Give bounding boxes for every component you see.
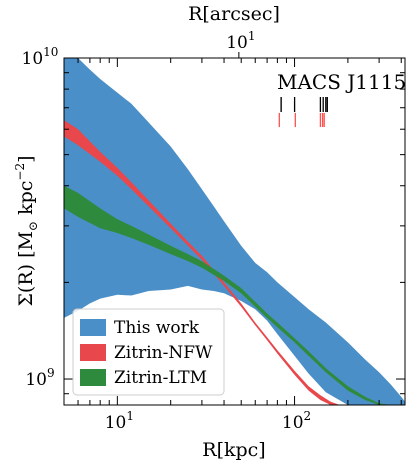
x2-tick-label: 101 — [226, 29, 255, 53]
series-band-0 — [64, 58, 405, 405]
legend-swatch-1 — [80, 344, 106, 361]
plot-frame — [63, 57, 406, 406]
legend: This work Zitrin-NFW Zitrin-LTM — [72, 308, 225, 396]
x-axis-label: R[kpc] — [202, 439, 265, 461]
y-tick-label: 109 — [25, 366, 54, 390]
legend-swatch-2 — [80, 369, 106, 386]
axis-ticks — [63, 52, 405, 405]
legend-swatch-0 — [80, 319, 106, 336]
x2-axis-label: R[arcsec] — [188, 3, 280, 25]
x-tick-label: 102 — [282, 409, 311, 433]
image-position-markers — [278, 97, 328, 127]
series-band-1 — [64, 120, 340, 405]
legend-box — [72, 308, 225, 396]
legend-label-1: Zitrin-NFW — [114, 343, 213, 363]
legend-label-0: This work — [114, 318, 200, 338]
legend-label-2: Zitrin-LTM — [114, 368, 207, 388]
y-tick-label: 1010 — [22, 45, 59, 69]
cluster-annotation: MACS J1115 — [277, 70, 406, 94]
y-axis-label: Σ(R) [M⊙ kpc−2] — [13, 155, 40, 306]
series-band-2 — [64, 185, 391, 405]
axis-tick-labels: 101 102 101 109 1010 — [22, 29, 312, 433]
x-tick-label: 101 — [105, 409, 134, 433]
chart-bands — [64, 58, 405, 405]
